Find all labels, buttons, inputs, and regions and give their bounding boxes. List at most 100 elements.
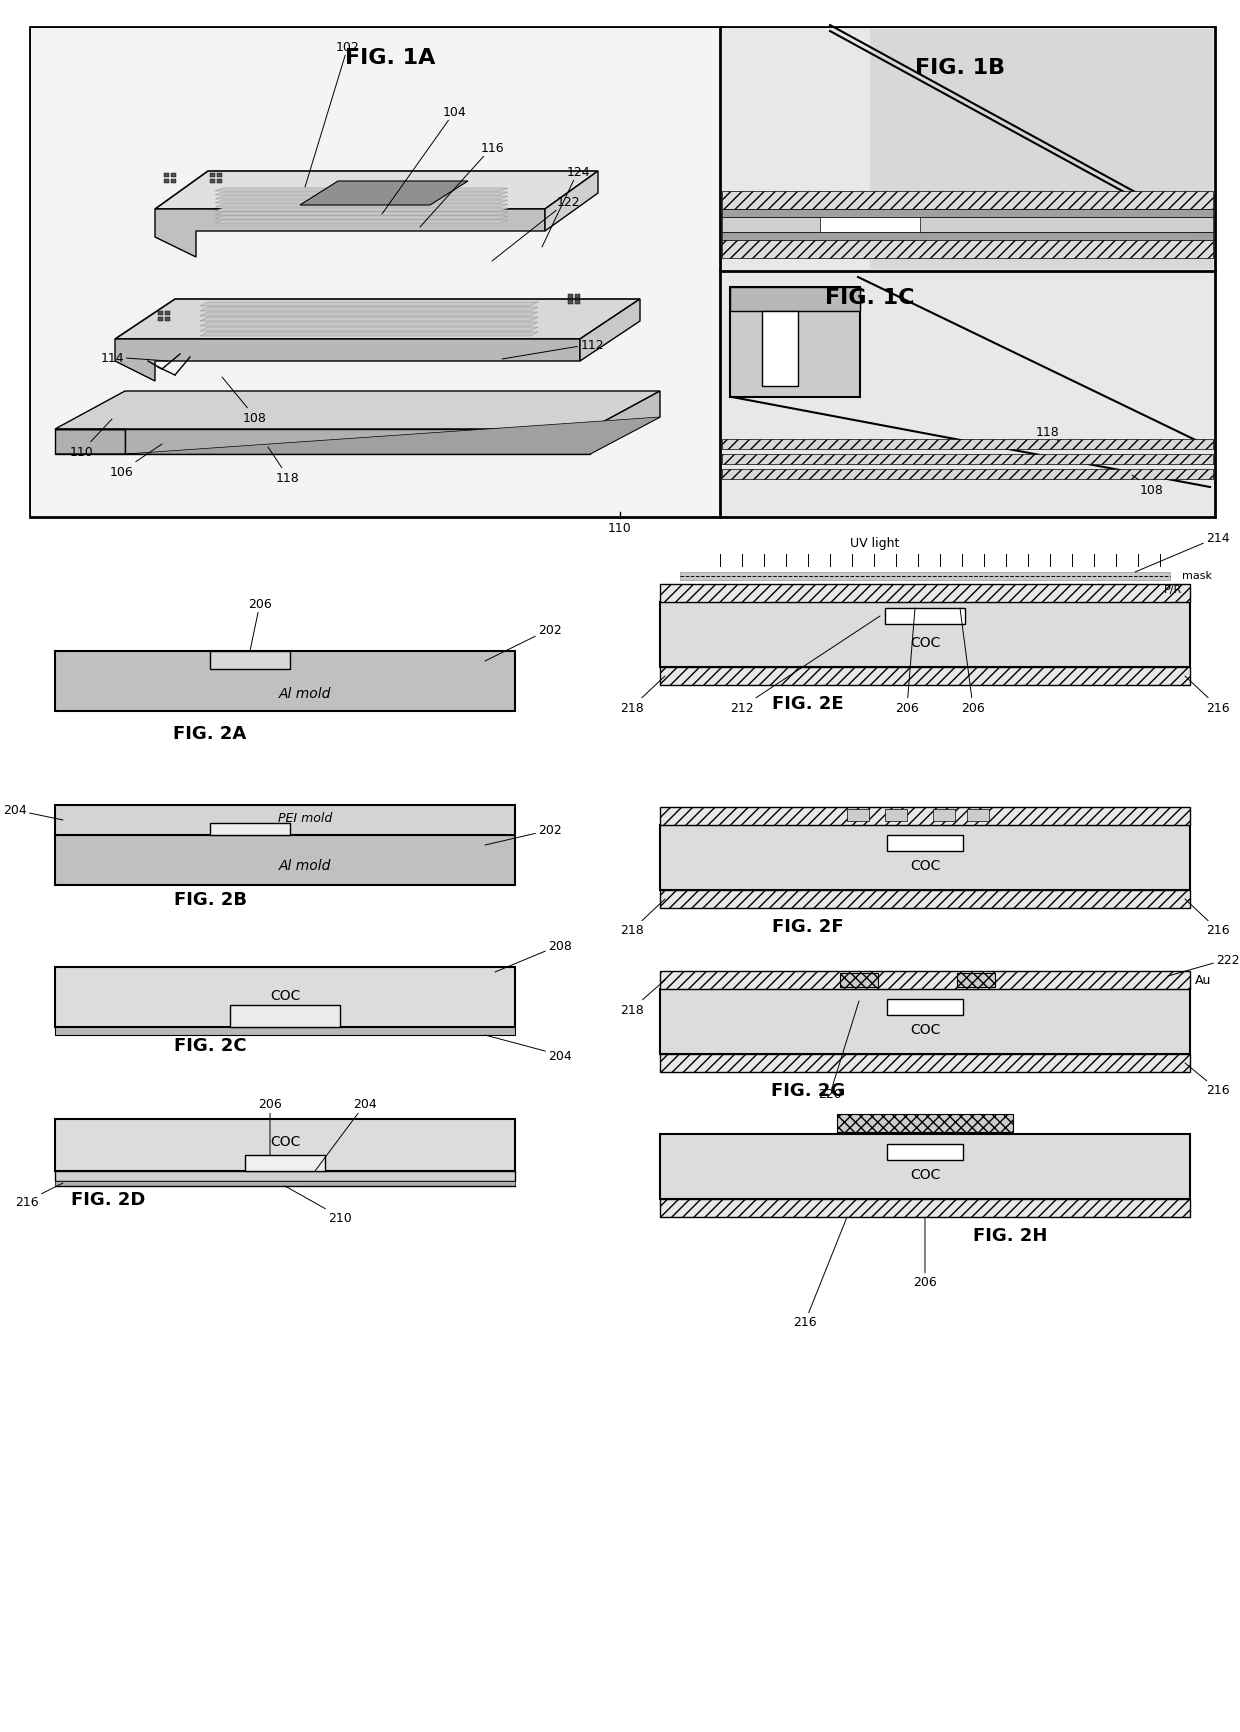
Text: 204: 204 [485,1036,572,1062]
Text: 216: 216 [794,1218,847,1328]
Polygon shape [200,317,538,322]
Text: COC: COC [910,859,940,873]
Bar [722,192,1213,210]
Text: 206: 206 [258,1098,281,1155]
Polygon shape [546,171,598,232]
Text: FIG. 1B: FIG. 1B [915,57,1006,78]
Polygon shape [200,303,538,307]
Polygon shape [200,322,538,327]
Text: FIG. 2A: FIG. 2A [174,724,247,743]
Text: 108: 108 [1132,476,1164,495]
Polygon shape [215,213,508,216]
Text: 118: 118 [1037,426,1060,442]
Text: FIG. 2C: FIG. 2C [174,1036,247,1055]
Text: 222: 222 [1168,953,1240,977]
Bar [660,1199,1190,1218]
Text: COC: COC [270,989,300,1003]
Bar [164,173,169,178]
Text: COC: COC [910,636,940,650]
Bar [720,29,1214,270]
Text: FIG. 1A: FIG. 1A [345,48,435,68]
Text: 116: 116 [420,142,503,229]
Bar [55,805,515,835]
Bar [568,294,573,300]
Bar [157,317,162,322]
Bar [171,180,176,184]
Text: 110: 110 [71,419,112,459]
Polygon shape [215,189,508,192]
Text: 214: 214 [1135,532,1230,573]
Bar [55,968,515,1027]
Text: mask: mask [1182,570,1211,580]
Bar [722,440,1213,450]
Bar [165,312,170,315]
Polygon shape [215,192,508,196]
Bar [55,1171,515,1181]
Bar [730,288,861,312]
Bar [722,210,1213,218]
Text: 112: 112 [502,338,604,360]
Polygon shape [55,430,590,456]
Polygon shape [200,313,538,317]
Polygon shape [300,182,467,206]
Polygon shape [215,216,508,220]
Bar [722,218,1213,232]
Bar [171,173,176,178]
Text: PEI mold: PEI mold [278,811,332,824]
Polygon shape [200,333,538,336]
Polygon shape [200,327,538,333]
Polygon shape [215,210,508,211]
Bar [660,989,1190,1055]
Bar [660,890,1190,909]
Bar [837,1114,1013,1133]
Polygon shape [155,210,546,258]
Text: 206: 206 [248,598,272,651]
Text: 218: 218 [620,899,665,937]
Bar [730,288,861,398]
Polygon shape [155,171,598,210]
Text: COC: COC [270,1134,300,1148]
Bar [967,809,990,821]
Polygon shape [580,300,640,362]
Bar [210,173,215,178]
Text: FIG. 2D: FIG. 2D [71,1190,145,1209]
Text: COC: COC [910,1022,940,1036]
Polygon shape [115,339,580,381]
Bar [722,469,1213,480]
Bar [720,274,1214,516]
Text: 122: 122 [492,196,580,262]
Polygon shape [55,430,125,456]
Text: 108: 108 [222,378,267,424]
Bar [217,180,222,184]
Bar [680,573,1171,580]
Polygon shape [55,391,660,430]
Bar [660,603,1190,667]
Polygon shape [590,391,660,456]
Text: 206: 206 [913,1218,937,1289]
Text: 208: 208 [495,939,572,972]
Bar [722,456,1213,464]
Text: 216: 216 [1185,899,1230,937]
Text: 202: 202 [485,624,562,662]
Bar [55,1027,515,1036]
Bar [722,232,1213,241]
Bar [660,1055,1190,1072]
Text: 118: 118 [268,449,300,485]
Bar [164,180,169,184]
Bar [55,835,515,885]
Polygon shape [215,204,508,208]
Text: 218: 218 [620,980,665,1017]
Text: 124: 124 [542,165,590,248]
Bar [210,180,215,184]
Text: 110: 110 [608,521,632,533]
Text: FIG. 2E: FIG. 2E [773,695,843,712]
Text: 204: 204 [4,804,63,821]
Bar [210,651,290,670]
Bar [887,1145,963,1160]
Text: UV light: UV light [851,537,900,549]
Polygon shape [215,197,508,199]
Text: FIG. 2G: FIG. 2G [771,1081,846,1100]
Bar [55,651,515,712]
Text: 216: 216 [1185,677,1230,714]
Text: 220: 220 [818,1001,859,1102]
